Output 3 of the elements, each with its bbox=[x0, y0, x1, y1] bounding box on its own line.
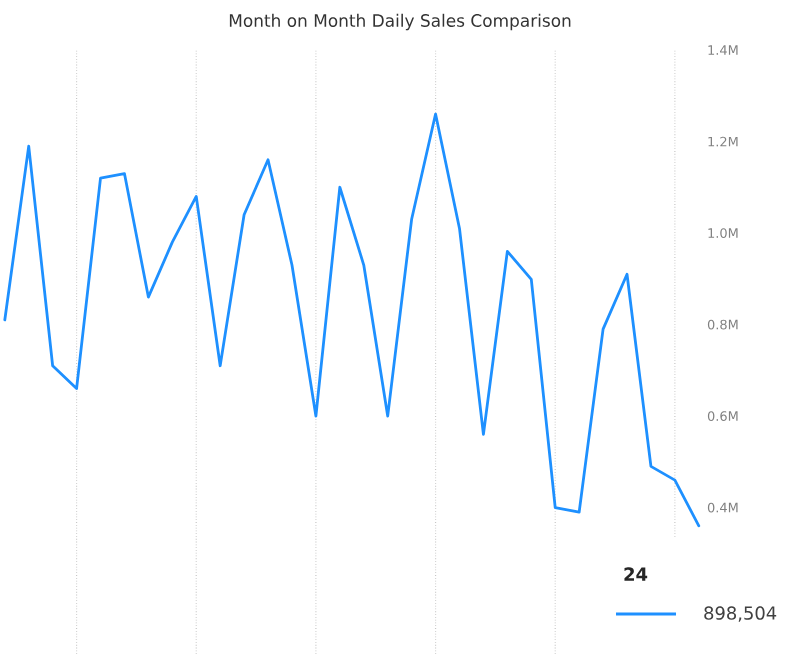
annotation: 24 bbox=[624, 567, 648, 581]
annotation: 898,504 bbox=[704, 606, 777, 622]
chart-title: Month on Month Daily Sales Comparison bbox=[229, 13, 571, 31]
